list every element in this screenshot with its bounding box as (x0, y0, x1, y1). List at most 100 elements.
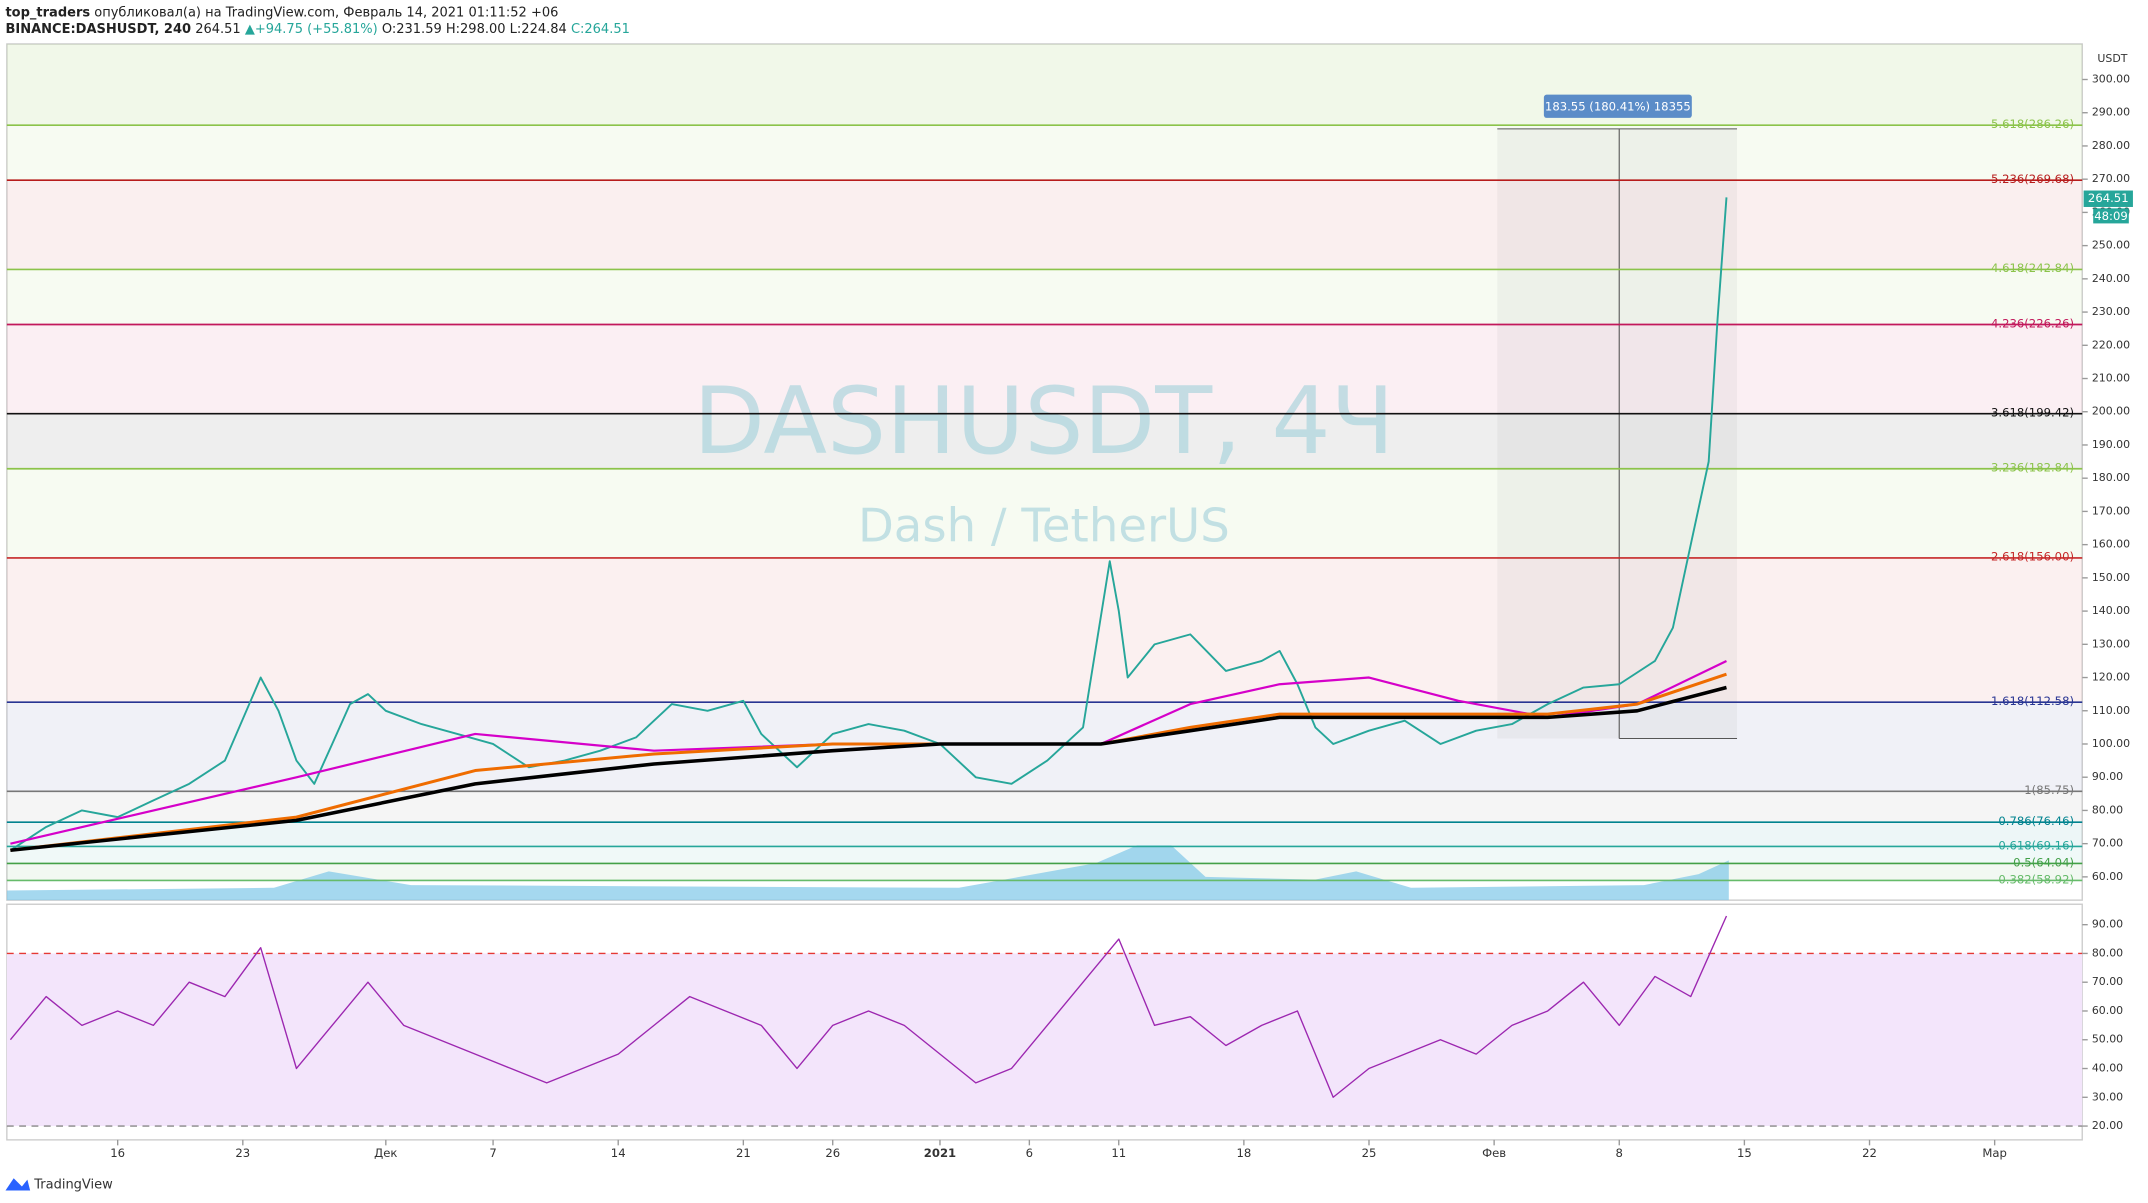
y-tick-label: 110.00 (2092, 704, 2130, 717)
x-tick-label: 26 (825, 1146, 840, 1160)
level-band (6, 863, 2083, 881)
y-tick-label: 90.00 (2092, 918, 2123, 931)
y-tick-label: 200.00 (2092, 405, 2130, 418)
y-tick-label: 290.00 (2092, 106, 2130, 119)
x-tick-label: 2021 (924, 1146, 956, 1160)
watermark-title: DASHUSDT, 4Ч (693, 367, 1394, 475)
price-pane (6, 43, 2083, 901)
x-tick-label: 16 (110, 1146, 125, 1160)
band-top (6, 43, 2083, 126)
level-band (6, 791, 2083, 823)
fib-label: 4.618(242.84) (1991, 261, 2074, 275)
fib-label: 1.618(112.58) (1991, 694, 2074, 708)
countdown: 48:09 (2094, 209, 2128, 223)
level-band (6, 468, 2083, 558)
y-tick-label: 250.00 (2092, 239, 2130, 252)
y-tick-label: 220.00 (2092, 338, 2130, 351)
fib-label: 0.5(64.04) (2013, 855, 2074, 869)
x-tick-label: 11 (1111, 1146, 1126, 1160)
currency: USDT (2097, 52, 2127, 65)
y-tick-label: 280.00 (2092, 139, 2130, 152)
x-tick-label: 23 (235, 1146, 250, 1160)
measure-box (1497, 128, 1738, 739)
series-line (9, 197, 1728, 852)
level-band (6, 846, 2083, 864)
close: C:264.51 (571, 21, 630, 36)
x-tick-label: 21 (736, 1146, 751, 1160)
y-tick-label: 80.00 (2092, 946, 2123, 959)
x-tick-label: Дек (374, 1146, 397, 1160)
y-tick-label: 80.00 (2092, 803, 2123, 816)
fib-label: 3.236(182.84) (1991, 461, 2074, 475)
y-tick-label: 270.00 (2092, 172, 2130, 185)
level-band (6, 125, 2083, 181)
y-tick-label: 20.00 (2092, 1119, 2123, 1132)
x-tick-label: 8 (1616, 1146, 1623, 1160)
fib-label: 4.236(226.26) (1991, 316, 2074, 330)
fib-label: 0.786(76.46) (1998, 814, 2074, 828)
y-tick-label: 50.00 (2092, 1033, 2123, 1046)
x-tick-label: 22 (1862, 1146, 1877, 1160)
y-tick-label: 160.00 (2092, 538, 2130, 551)
y-tick-label: 300.00 (2092, 73, 2130, 86)
symbol: BINANCE:DASHUSDT, 240 (5, 21, 191, 36)
x-tick-label: 7 (489, 1146, 496, 1160)
y-tick-label: 210.00 (2092, 372, 2130, 385)
series-line (10, 685, 1727, 853)
publisher[interactable]: top_traders (5, 5, 90, 20)
last-price: 264.51 (2088, 191, 2129, 205)
y-tick-label: 150.00 (2092, 571, 2130, 584)
level-band (6, 822, 2083, 847)
y-tick-label: 60.00 (2092, 1004, 2123, 1017)
y-tick-label: 100.00 (2092, 737, 2130, 750)
x-tick-label: 25 (1362, 1146, 1377, 1160)
last: 264.51 (195, 21, 241, 36)
x-tick-label: 15 (1737, 1146, 1752, 1160)
logo (5, 1178, 31, 1191)
watermark-subtitle: Dash / TetherUS (858, 498, 1230, 552)
y-tick-label: 170.00 (2092, 504, 2130, 517)
x-tick-label: Фев (1482, 1146, 1506, 1160)
low: L:224.84 (510, 21, 567, 36)
y-tick-label: 70.00 (2092, 837, 2123, 850)
y-tick-label: 230.00 (2092, 305, 2130, 318)
y-tick-label: 90.00 (2092, 770, 2123, 783)
up-arrow: ▲ (245, 21, 255, 36)
y-tick-label: 70.00 (2092, 975, 2123, 988)
level-band (6, 413, 2083, 469)
fib-label: 5.618(286.26) (1991, 117, 2074, 131)
y-tick-label: 40.00 (2092, 1062, 2123, 1075)
y-tick-label: 130.00 (2092, 637, 2130, 650)
rsi-fill (6, 953, 2083, 1127)
fib-label: 0.382(58.92) (1998, 872, 2074, 886)
last-price-box (2083, 190, 2133, 207)
x-tick-label: 6 (1026, 1146, 1033, 1160)
y-tick-label: 180.00 (2092, 471, 2130, 484)
plot: 5.618(286.26) 5.236(269.68) 4.618(242.84) 4… (6, 73, 2130, 1160)
y-tick-label: 30.00 (2092, 1090, 2123, 1103)
measure-label: 183.55 (180.41%) 18355 (1545, 99, 1691, 113)
fib-label: 0.618(69.16) (1998, 838, 2074, 852)
x-tick-label: 18 (1236, 1146, 1251, 1160)
change: +94.75 (+55.81%) (255, 21, 378, 36)
level-band (6, 702, 2083, 792)
open: O:231.59 (382, 21, 442, 36)
level-bands (6, 43, 2083, 1127)
series-line (9, 915, 1728, 1098)
y-tick-label: 240.00 (2092, 272, 2130, 285)
fib-label: 3.618(199.42) (1991, 405, 2074, 419)
measure-label-box (1543, 94, 1692, 118)
x-tick-label: 14 (611, 1146, 626, 1160)
y-tick-label: 140.00 (2092, 604, 2130, 617)
fib-label: 2.618(156.00) (1991, 550, 2074, 564)
published-text: опубликовал(а) на TradingView.com, Февра… (94, 5, 558, 20)
countdown-box (2093, 208, 2129, 224)
brand[interactable]: TradingView (33, 1178, 113, 1193)
fib-label: 5.236(269.68) (1991, 172, 2074, 186)
level-band (6, 269, 2083, 325)
y-tick-label: 60.00 (2092, 870, 2123, 883)
level-band (6, 324, 2083, 414)
fib-label: 1(85.75) (2024, 783, 2074, 797)
y-tick-label: 190.00 (2092, 438, 2130, 451)
